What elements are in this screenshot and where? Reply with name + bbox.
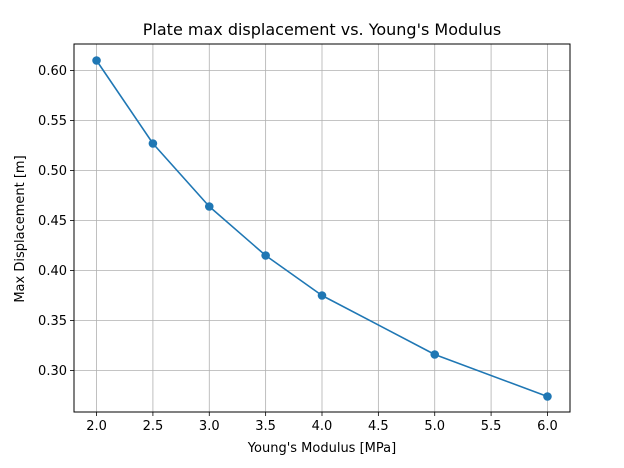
x-tick-label: 6.0 bbox=[537, 419, 558, 434]
data-point bbox=[148, 139, 158, 148]
x-tick-label: 4.5 bbox=[368, 419, 389, 434]
ticks: 2.0 2.5 3.0 3.5 4.0 4.5 5.0 5.5 6.0 0.30 0.35 0.40 0… bbox=[38, 64, 558, 434]
x-tick-label: 4.0 bbox=[312, 419, 333, 434]
data-point bbox=[204, 202, 214, 211]
series-layer bbox=[92, 56, 552, 401]
x-tick-label: 3.5 bbox=[255, 419, 276, 434]
data-point bbox=[261, 251, 270, 260]
y-tick-label: 0.50 bbox=[38, 164, 67, 179]
y-axis-label: Max Displacement [m] bbox=[13, 155, 28, 302]
y-tick-label: 0.40 bbox=[38, 264, 67, 279]
grid bbox=[74, 44, 570, 412]
x-tick-label: 5.0 bbox=[424, 419, 445, 434]
chart-title: Plate max displacement vs. Young's Modul… bbox=[143, 20, 501, 39]
x-tick-label: 5.5 bbox=[481, 419, 502, 434]
y-tick-label: 0.35 bbox=[38, 314, 67, 329]
y-tick-label: 0.55 bbox=[38, 114, 67, 129]
data-point bbox=[543, 392, 552, 401]
x-tick-label: 2.0 bbox=[86, 419, 107, 434]
data-point bbox=[92, 56, 101, 65]
y-tick-label: 0.60 bbox=[38, 64, 67, 79]
x-tick-label: 2.5 bbox=[143, 419, 164, 434]
x-axis-label: Young's Modulus [MPa] bbox=[247, 441, 396, 456]
y-tick-label: 0.45 bbox=[38, 214, 67, 229]
data-point bbox=[317, 291, 327, 300]
y-tick-label: 0.30 bbox=[38, 364, 67, 379]
data-point bbox=[430, 350, 440, 359]
x-tick-label: 3.0 bbox=[199, 419, 220, 434]
